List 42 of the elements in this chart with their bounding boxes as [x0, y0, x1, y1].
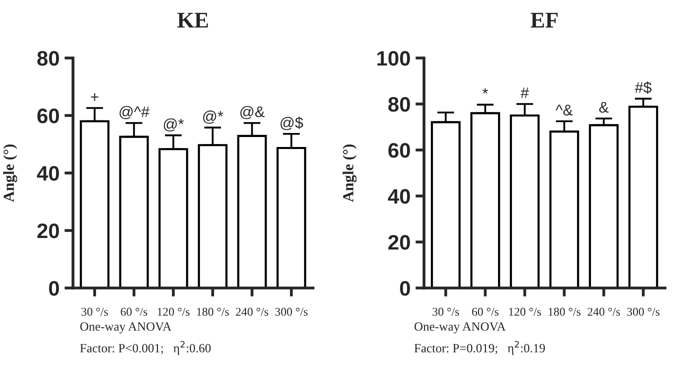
- x-tick-label: 30 °/s: [432, 308, 459, 316]
- annotation: @&: [240, 106, 265, 120]
- y-tick-label: 0: [400, 281, 410, 296]
- annotation: +: [90, 93, 98, 101]
- annotation: *: [482, 88, 488, 94]
- annotation: ^&: [556, 104, 573, 116]
- x-tick-label: 60 °/s: [472, 308, 498, 316]
- chart-title: EF: [530, 12, 558, 28]
- x-tick-label: 180 °/s: [197, 308, 229, 316]
- x-tick-label: 300 °/s: [627, 308, 660, 316]
- y-tick-label: 80: [37, 51, 59, 66]
- annotation: @^#: [120, 106, 150, 120]
- annotation: #$: [634, 81, 652, 94]
- y-tick-label: 40: [388, 189, 410, 204]
- x-tick-label: 120 °/s: [509, 308, 541, 316]
- y-tick-label: 20: [388, 235, 410, 250]
- x-tick-label: 30 °/s: [82, 308, 108, 316]
- x-tick-label: 60 °/s: [120, 308, 148, 316]
- annotation: @*: [164, 118, 184, 132]
- text: One-way ANOVA: [80, 322, 172, 334]
- annotation: @$: [280, 116, 304, 130]
- y-tick-label: 60: [388, 143, 410, 158]
- y-tick-label: 60: [37, 108, 59, 124]
- text: Factor: P<0.001; η$^{2}$:0.60: [80, 341, 211, 355]
- x-tick-label: 240 °/s: [588, 308, 620, 316]
- y-tick-label: 40: [36, 166, 59, 181]
- text: One-way ANOVA: [414, 322, 506, 334]
- y-tick-label: 100: [377, 51, 410, 66]
- text: Factor: P=0.019; η$^{2}$:0.19: [414, 341, 545, 355]
- annotation: @*: [203, 110, 224, 124]
- chart-title: KE: [177, 12, 208, 28]
- x-tick-label: 180 °/s: [548, 308, 580, 316]
- y-tick-label: 0: [49, 281, 59, 296]
- y-tick-label: 80: [388, 97, 410, 112]
- y-axis-title: Angle (°): [3, 144, 18, 202]
- x-tick-label: 240 °/s: [236, 308, 268, 316]
- annotation: &: [599, 102, 609, 113]
- y-axis-title: Angle (°): [342, 144, 357, 202]
- annotation: #: [520, 88, 529, 98]
- x-tick-label: 120 °/s: [158, 308, 190, 316]
- y-tick-label: 20: [37, 224, 59, 238]
- x-tick-label: 300 °/s: [275, 308, 308, 316]
